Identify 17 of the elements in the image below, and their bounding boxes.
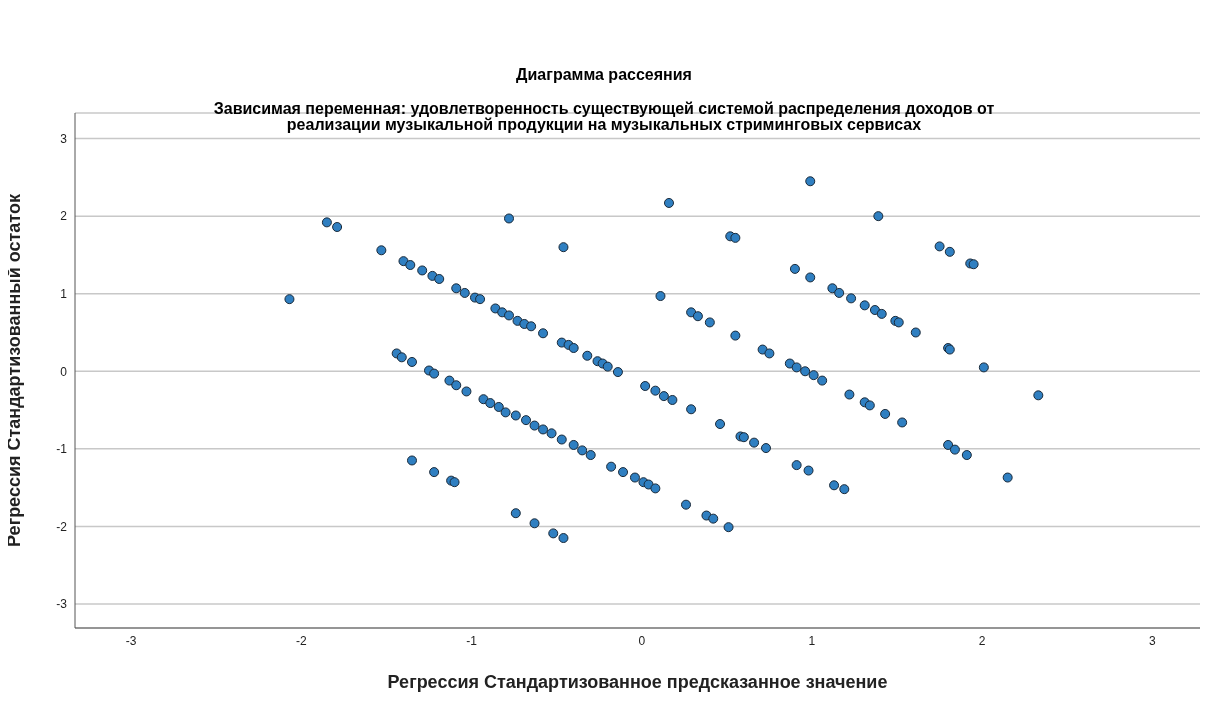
- x-tick-label: -3: [125, 633, 137, 648]
- chart-title: Диаграмма рассеяния: [515, 66, 693, 84]
- y-tick-label: -2: [56, 519, 68, 534]
- x-tick-label: 3: [1149, 633, 1156, 648]
- y-tick-label: 1: [60, 286, 68, 301]
- x-tick-label: -2: [296, 633, 308, 648]
- y-tick-label: 3: [60, 131, 68, 146]
- y-tick-label: -1: [56, 442, 68, 457]
- y-tick-label: 0: [60, 364, 68, 379]
- y-tick-label: -3: [56, 597, 68, 612]
- x-tick-label: 2: [978, 633, 986, 648]
- chart-subtitle: Зависимая переменная: удовлетворенность существующей системой распределения доходов от реализации музыкальной продукции на музыкальных стриминговых сервисах: [212, 100, 996, 133]
- x-tick-label: 1: [808, 633, 816, 648]
- x-tick-label: 0: [638, 633, 646, 648]
- y-tick-label: 2: [60, 209, 68, 224]
- x-axis-title: Регрессия Стандартизованное предсказанное значение: [387, 672, 888, 692]
- x-tick-label: -1: [466, 633, 478, 648]
